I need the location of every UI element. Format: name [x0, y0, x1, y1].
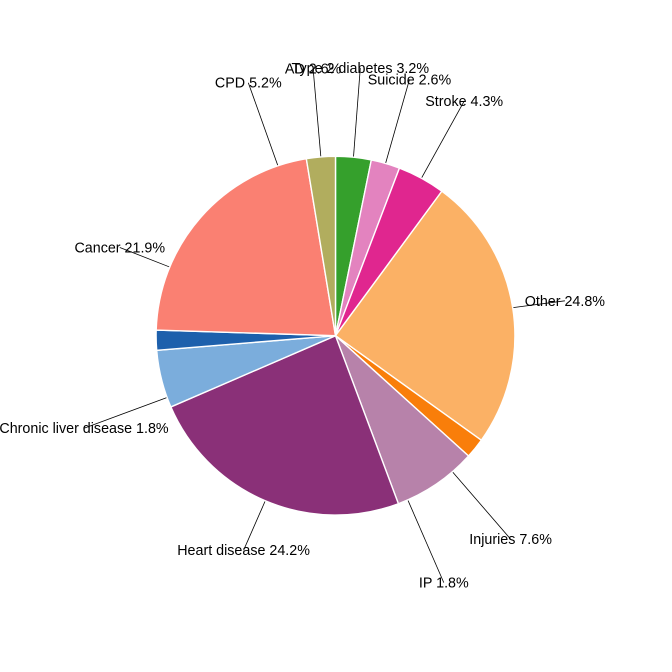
svg-text:Cancer 21.9%: Cancer 21.9%: [74, 241, 165, 257]
svg-text:Suicide 2.6%: Suicide 2.6%: [368, 72, 452, 88]
svg-text:Injuries 7.6%: Injuries 7.6%: [469, 532, 552, 548]
svg-text:AD 2.6%: AD 2.6%: [285, 62, 342, 78]
svg-text:CPD 5.2%: CPD 5.2%: [215, 76, 282, 92]
svg-text:Heart disease 24.2%: Heart disease 24.2%: [177, 543, 310, 559]
svg-text:IP 1.8%: IP 1.8%: [419, 576, 469, 592]
svg-text:Other 24.8%: Other 24.8%: [525, 294, 606, 310]
svg-text:Type 2 diabetes 3.2%: Type 2 diabetes 3.2%: [292, 61, 430, 77]
svg-text:Chronic liver disease 1.8%: Chronic liver disease 1.8%: [0, 421, 169, 437]
svg-text:Stroke 4.3%: Stroke 4.3%: [425, 94, 503, 110]
